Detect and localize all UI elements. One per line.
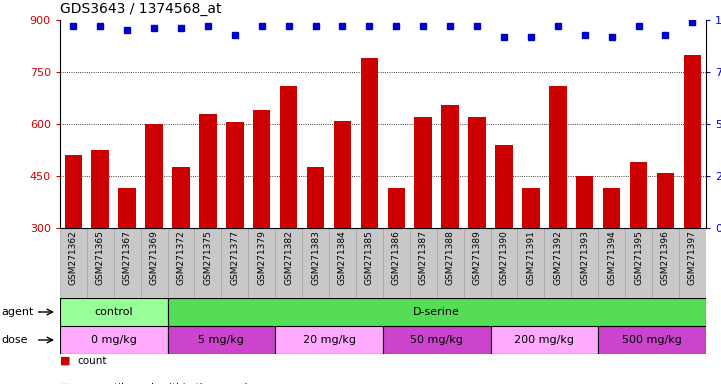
Bar: [356, 228, 383, 298]
Bar: [549, 86, 567, 228]
Bar: [118, 188, 136, 228]
Bar: [625, 228, 652, 298]
Bar: [518, 228, 544, 298]
Bar: [275, 228, 302, 298]
Text: agent: agent: [1, 307, 34, 317]
Text: D-serine: D-serine: [413, 307, 460, 317]
Bar: [334, 121, 351, 228]
Bar: [87, 228, 114, 298]
Text: 200 mg/kg: 200 mg/kg: [514, 335, 575, 345]
Text: GSM271395: GSM271395: [634, 230, 643, 285]
Bar: [221, 228, 248, 298]
Text: GSM271392: GSM271392: [553, 230, 562, 285]
Text: GSM271382: GSM271382: [284, 230, 293, 285]
Text: GSM271386: GSM271386: [392, 230, 401, 285]
Text: GSM271391: GSM271391: [526, 230, 536, 285]
Text: 500 mg/kg: 500 mg/kg: [622, 335, 682, 345]
Text: GSM271389: GSM271389: [472, 230, 482, 285]
Bar: [302, 228, 329, 298]
Bar: [92, 150, 109, 228]
Text: GSM271379: GSM271379: [257, 230, 266, 285]
Text: GSM271388: GSM271388: [446, 230, 455, 285]
Bar: [199, 114, 216, 228]
Bar: [383, 228, 410, 298]
Text: count: count: [78, 356, 107, 366]
Text: 0 mg/kg: 0 mg/kg: [91, 335, 136, 345]
Text: GDS3643 / 1374568_at: GDS3643 / 1374568_at: [60, 2, 221, 16]
Text: GSM271387: GSM271387: [419, 230, 428, 285]
Text: GSM271396: GSM271396: [661, 230, 670, 285]
Text: control: control: [94, 307, 133, 317]
Bar: [60, 228, 87, 298]
Bar: [495, 145, 513, 228]
Bar: [65, 155, 82, 228]
Text: GSM271384: GSM271384: [338, 230, 347, 285]
Bar: [684, 55, 701, 228]
Bar: [630, 162, 647, 228]
Text: GSM271369: GSM271369: [149, 230, 159, 285]
Bar: [410, 228, 437, 298]
Bar: [275, 326, 383, 354]
Bar: [307, 167, 324, 228]
Text: GSM271362: GSM271362: [68, 230, 78, 285]
Bar: [383, 326, 490, 354]
Text: GSM271377: GSM271377: [230, 230, 239, 285]
Bar: [167, 326, 275, 354]
Text: ■: ■: [60, 383, 71, 384]
Text: 50 mg/kg: 50 mg/kg: [410, 335, 463, 345]
Bar: [576, 176, 593, 228]
Bar: [469, 117, 486, 228]
Text: GSM271385: GSM271385: [365, 230, 374, 285]
Bar: [490, 228, 518, 298]
Bar: [280, 86, 297, 228]
Bar: [571, 228, 598, 298]
Text: GSM271397: GSM271397: [688, 230, 697, 285]
Bar: [679, 228, 706, 298]
Bar: [172, 167, 190, 228]
Bar: [441, 105, 459, 228]
Bar: [167, 298, 706, 326]
Bar: [141, 228, 167, 298]
Text: GSM271375: GSM271375: [203, 230, 213, 285]
Bar: [226, 122, 244, 228]
Bar: [657, 172, 674, 228]
Bar: [114, 228, 141, 298]
Bar: [522, 188, 539, 228]
Bar: [415, 117, 432, 228]
Bar: [652, 228, 679, 298]
Bar: [360, 58, 378, 228]
Text: dose: dose: [1, 335, 28, 345]
Bar: [253, 110, 270, 228]
Text: ■: ■: [60, 356, 71, 366]
Bar: [167, 228, 195, 298]
Bar: [195, 228, 221, 298]
Bar: [437, 228, 464, 298]
Bar: [60, 326, 167, 354]
Bar: [464, 228, 490, 298]
Text: 5 mg/kg: 5 mg/kg: [198, 335, 244, 345]
Text: percentile rank within the sample: percentile rank within the sample: [78, 383, 254, 384]
Text: GSM271383: GSM271383: [311, 230, 320, 285]
Bar: [248, 228, 275, 298]
Text: GSM271393: GSM271393: [580, 230, 589, 285]
Bar: [603, 188, 620, 228]
Bar: [388, 188, 405, 228]
Text: GSM271390: GSM271390: [500, 230, 508, 285]
Bar: [598, 228, 625, 298]
Text: GSM271372: GSM271372: [177, 230, 185, 285]
Bar: [490, 326, 598, 354]
Text: GSM271365: GSM271365: [96, 230, 105, 285]
Bar: [598, 326, 706, 354]
Text: GSM271394: GSM271394: [607, 230, 616, 285]
Text: GSM271367: GSM271367: [123, 230, 132, 285]
Text: 20 mg/kg: 20 mg/kg: [303, 335, 355, 345]
Bar: [60, 298, 167, 326]
Bar: [146, 124, 163, 228]
Bar: [544, 228, 571, 298]
Bar: [329, 228, 356, 298]
